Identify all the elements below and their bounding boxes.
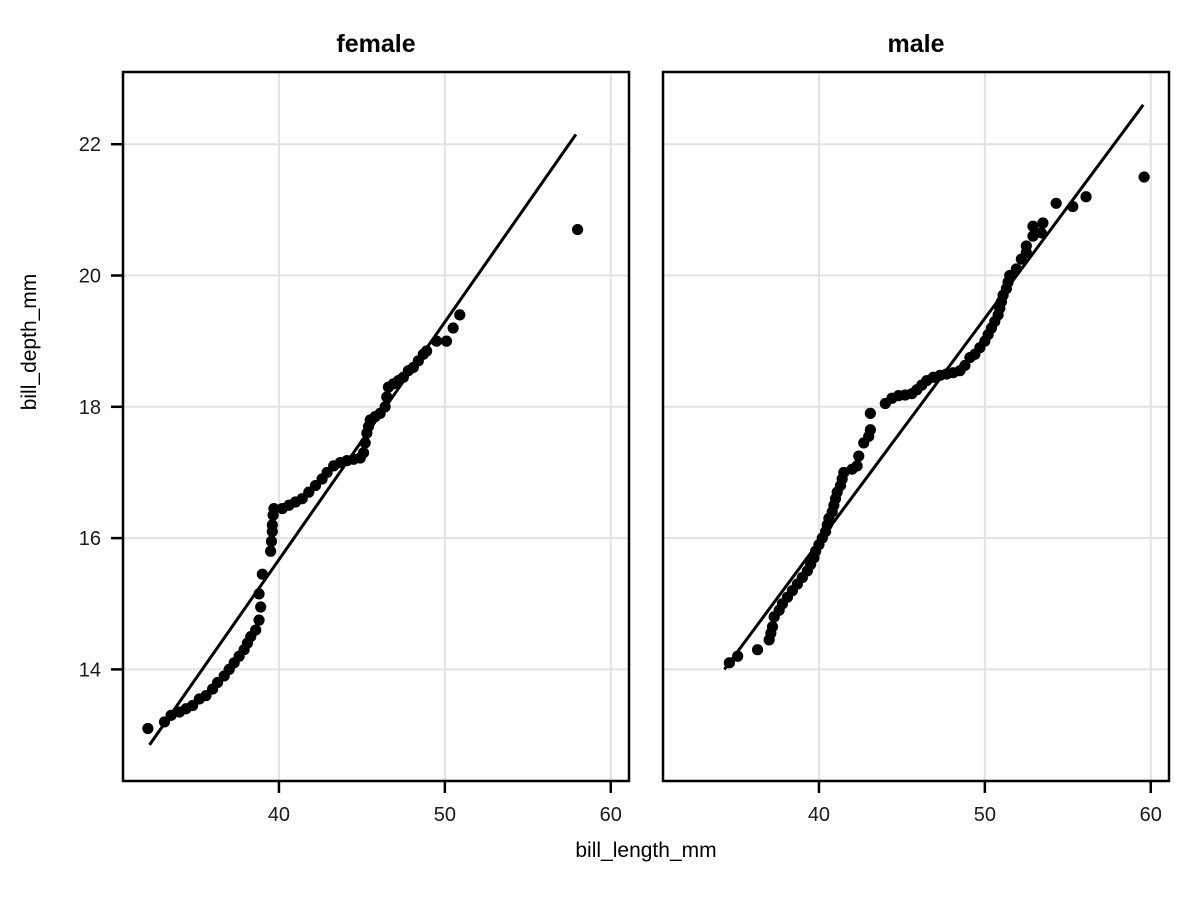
data-point <box>265 545 277 557</box>
data-point <box>1035 227 1047 239</box>
qq-reference-line <box>723 103 1145 671</box>
data-point <box>256 568 268 580</box>
y-axis-label: bill_depth_mm <box>18 273 41 411</box>
y-tick-label: 16 <box>79 528 101 550</box>
data-point <box>253 614 265 626</box>
data-point <box>723 657 735 669</box>
data-point <box>430 335 443 347</box>
data-point <box>1138 171 1150 183</box>
panel-background <box>663 72 1169 781</box>
x-tick-label: 40 <box>808 804 830 826</box>
y-tick-label: 20 <box>79 266 101 288</box>
data-point <box>250 624 262 636</box>
data-point <box>142 722 154 735</box>
panel-border <box>661 70 1171 783</box>
data-point <box>454 309 466 321</box>
y-tick-label: 14 <box>79 659 101 681</box>
data-point <box>766 621 779 633</box>
data-point <box>864 407 876 419</box>
data-point <box>440 335 453 347</box>
data-point <box>571 223 584 236</box>
data-point <box>253 588 265 600</box>
data-point <box>357 447 370 459</box>
data-point <box>1037 217 1049 229</box>
data-point <box>266 519 278 531</box>
data-point <box>268 502 280 515</box>
data-point <box>381 391 393 403</box>
data-point <box>751 644 764 656</box>
panel-border <box>121 70 631 783</box>
x-tick-label: 50 <box>974 804 996 826</box>
data-point <box>447 322 459 334</box>
data-point <box>379 401 391 413</box>
data-point <box>1067 200 1079 213</box>
x-axis-label: bill_length_mm <box>575 839 717 862</box>
x-tick-label: 40 <box>268 804 290 826</box>
facet-title-female: female <box>336 30 416 58</box>
data-point <box>421 345 433 357</box>
data-point <box>359 437 371 449</box>
data-point <box>1027 220 1039 232</box>
data-point <box>732 650 744 662</box>
y-tick-label: 22 <box>79 134 101 156</box>
x-tick-label: 60 <box>1140 804 1162 826</box>
data-point <box>853 450 865 462</box>
facet-title-male: male <box>887 30 945 58</box>
data-point <box>851 460 863 472</box>
data-point <box>1050 197 1062 209</box>
data-point <box>864 424 876 436</box>
data-point <box>265 535 278 547</box>
data-point <box>1080 191 1092 203</box>
data-point <box>255 601 267 613</box>
x-tick-label: 50 <box>434 804 456 826</box>
y-tick-label: 18 <box>79 397 101 419</box>
data-point <box>1020 240 1032 252</box>
x-tick-label: 60 <box>600 804 622 826</box>
data-point <box>1010 263 1022 275</box>
